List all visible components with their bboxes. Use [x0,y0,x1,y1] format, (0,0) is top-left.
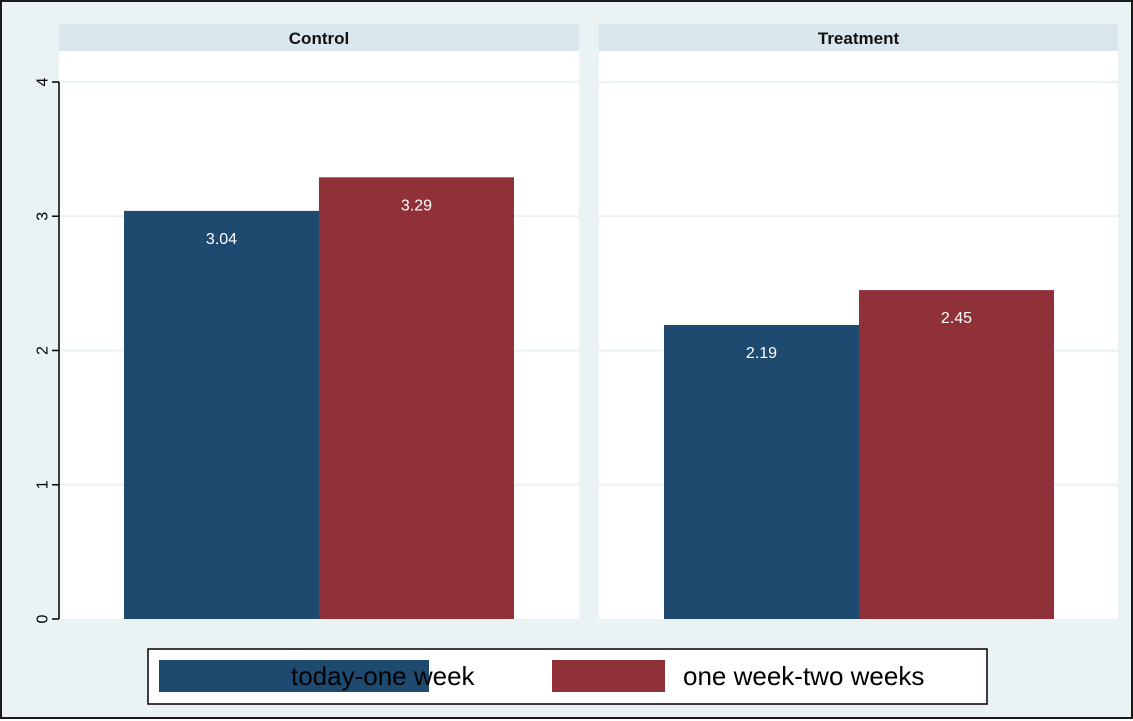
panel-0: Control 3.04 3.29 [59,24,579,619]
y-tick-label: 0 [35,614,52,623]
y-tick-label: 2 [35,346,52,355]
legend-label: one week-two weeks [683,661,924,691]
bar [319,177,514,619]
legend-swatch [552,660,665,692]
legend: today-one week one week-two weeks [147,648,988,705]
y-tick-label: 3 [35,212,52,221]
panel-title: Treatment [818,29,900,48]
bar-value-label: 2.45 [941,310,972,327]
legend-label: today-one week [291,661,476,691]
bar [124,210,319,619]
panel-title: Control [289,29,349,48]
y-tick-label: 4 [35,77,52,86]
bar-value-label: 3.04 [206,231,237,248]
panel-strip [59,24,579,51]
legend-swatch [159,660,429,692]
bar [859,290,1054,619]
y-axis: 0 1 2 3 4 [35,77,60,623]
bar-value-label: 3.29 [401,197,432,214]
panel-1: Treatment 2.19 2.45 [599,24,1118,619]
y-tick-label: 1 [35,480,52,489]
bar [664,324,859,619]
panel-strip [599,24,1118,51]
bar-value-label: 2.19 [746,345,777,362]
